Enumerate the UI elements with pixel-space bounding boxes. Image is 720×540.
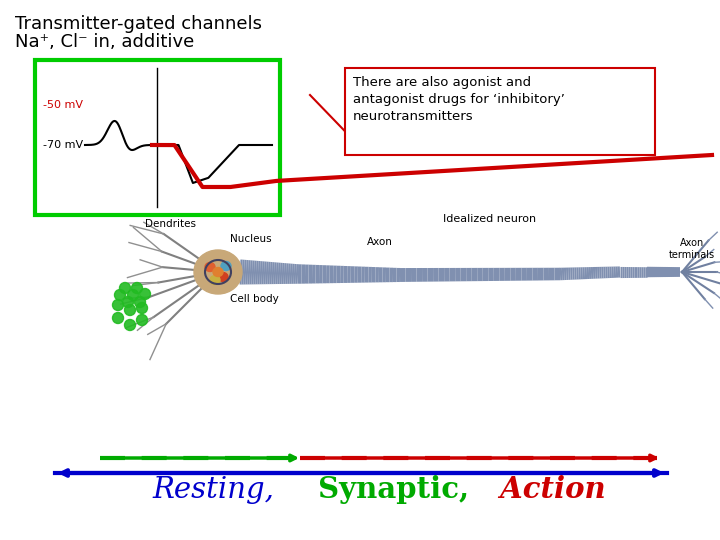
Text: Resting,: Resting,	[152, 476, 274, 504]
Text: Axon
terminals: Axon terminals	[669, 238, 715, 260]
Circle shape	[135, 296, 145, 307]
Text: Nucleus: Nucleus	[230, 234, 271, 244]
Circle shape	[137, 314, 148, 326]
Circle shape	[114, 289, 125, 300]
Text: -70 mV: -70 mV	[43, 140, 83, 150]
Text: Action: Action	[490, 475, 606, 504]
Ellipse shape	[213, 267, 223, 276]
Bar	[345, 68, 655, 155]
Circle shape	[140, 288, 150, 300]
Text: -50 mV: -50 mV	[43, 100, 83, 110]
Text: Transmitter-gated channels: Transmitter-gated channels	[15, 15, 262, 33]
Circle shape	[125, 320, 135, 330]
Text: Axon: Axon	[367, 237, 393, 247]
Circle shape	[112, 313, 124, 323]
Circle shape	[127, 289, 138, 300]
Ellipse shape	[218, 273, 228, 281]
Ellipse shape	[210, 275, 220, 285]
Text: There are also agonist and
antagonist drugs for ‘inhibitory’
neurotransmitters: There are also agonist and antagonist dr…	[353, 76, 565, 123]
Circle shape	[112, 300, 124, 310]
Text: Idealized neuron: Idealized neuron	[444, 214, 536, 224]
Text: Dendrites: Dendrites	[145, 219, 196, 229]
Ellipse shape	[205, 262, 215, 272]
Ellipse shape	[221, 261, 231, 271]
Circle shape	[132, 282, 143, 294]
Circle shape	[122, 296, 133, 307]
Ellipse shape	[194, 250, 242, 294]
Circle shape	[120, 282, 130, 294]
Circle shape	[137, 302, 148, 314]
Text: Na⁺, Cl⁻ in, additive: Na⁺, Cl⁻ in, additive	[15, 33, 194, 51]
Text: Synaptic,: Synaptic,	[308, 475, 469, 504]
Bar	[35, 60, 280, 215]
Text: Cell body: Cell body	[230, 294, 279, 304]
Circle shape	[125, 305, 135, 315]
